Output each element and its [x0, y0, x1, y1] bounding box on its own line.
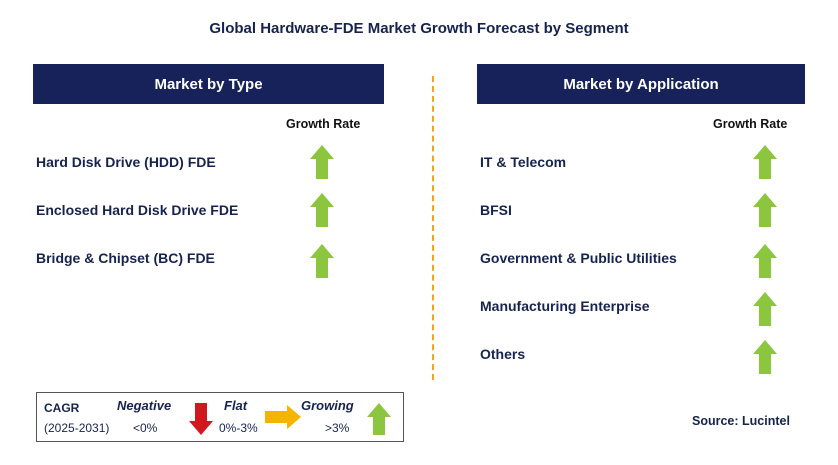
- legend-growing-range: >3%: [325, 421, 350, 435]
- up-arrow-icon: [753, 292, 777, 326]
- legend-negative-range: <0%: [133, 421, 158, 435]
- up-arrow-icon: [753, 193, 777, 227]
- application-row-label-others: Others: [480, 346, 526, 362]
- application-row-label-government: Government & Public Utilities: [480, 250, 677, 266]
- type-row-label-bridge-chipset: Bridge & Chipset (BC) FDE: [36, 250, 215, 266]
- type-growth-rate-header: Growth Rate: [286, 117, 361, 131]
- application-row-label-it-telecom: IT & Telecom: [480, 154, 567, 170]
- type-row-label-hdd: Hard Disk Drive (HDD) FDE: [36, 154, 216, 170]
- cagr-legend: CAGR (2025-2031) Negative <0% Flat 0%-3%…: [36, 392, 404, 442]
- down-arrow-icon: [189, 403, 213, 438]
- source-note: Source: Lucintel: [692, 414, 790, 428]
- chart-title: Global Hardware-FDE Market Growth Foreca…: [209, 20, 629, 37]
- up-arrow-icon: [753, 244, 777, 278]
- up-arrow-icon: [753, 340, 777, 374]
- legend-flat-label: Flat: [224, 398, 248, 413]
- up-arrow-icon: [310, 145, 334, 179]
- legend-cagr-label: CAGR: [44, 401, 80, 415]
- application-growth-rate-header: Growth Rate: [713, 117, 788, 131]
- panel-divider: [432, 76, 434, 380]
- legend-growing-label: Growing: [301, 398, 354, 413]
- up-arrow-icon: [753, 145, 777, 179]
- legend-period: (2025-2031): [44, 421, 110, 435]
- legend-flat-range: 0%-3%: [219, 421, 258, 435]
- application-row-label-manufacturing: Manufacturing Enterprise: [480, 298, 650, 314]
- up-arrow-icon: [367, 403, 391, 438]
- right-arrow-icon: [265, 405, 301, 432]
- up-arrow-icon: [310, 244, 334, 278]
- application-row-label-bfsi: BFSI: [480, 202, 512, 218]
- application-panel-header: Market by Application: [477, 64, 805, 104]
- type-row-label-enclosed-hdd: Enclosed Hard Disk Drive FDE: [36, 202, 239, 218]
- legend-negative-label: Negative: [117, 398, 172, 413]
- type-panel-header: Market by Type: [33, 64, 384, 104]
- up-arrow-icon: [310, 193, 334, 227]
